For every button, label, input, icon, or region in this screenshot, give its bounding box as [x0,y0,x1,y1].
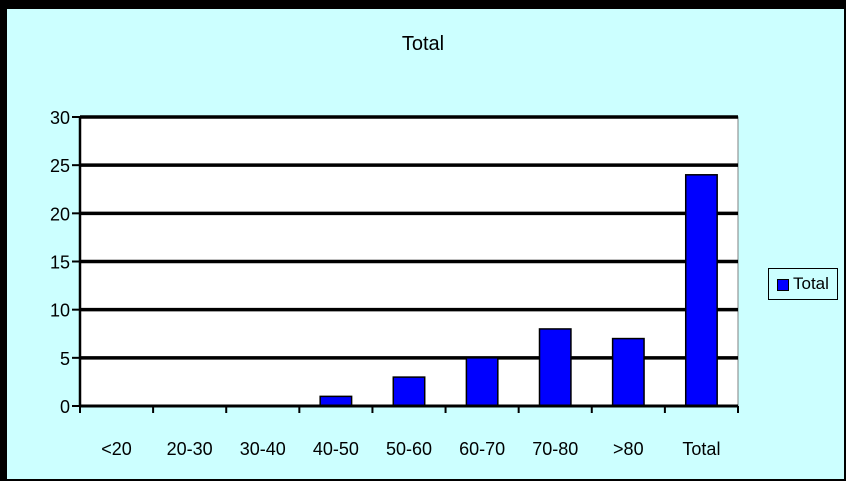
x-tick-label: 30-40 [240,439,286,459]
x-tick-label: 70-80 [532,439,578,459]
y-tick-label: 10 [50,301,70,321]
legend-label: Total [793,274,829,293]
x-tick-label: <20 [101,439,132,459]
x-tick-label: 50-60 [386,439,432,459]
x-tick-label: >80 [613,439,644,459]
legend: Total [768,268,838,300]
y-tick-label: 25 [50,156,70,176]
y-tick-label: 20 [50,204,70,224]
y-tick-label: 30 [50,108,70,128]
bar [465,357,499,407]
x-tick-label: 40-50 [313,439,359,459]
x-tick-label: Total [682,439,720,459]
legend-swatch [777,279,789,291]
bar [392,376,426,407]
x-tick-label: 60-70 [459,439,505,459]
bar [684,174,718,407]
y-tick-label: 5 [60,349,70,369]
bar [538,328,572,407]
x-tick-label: 20-30 [167,439,213,459]
y-tick-label: 0 [60,397,70,417]
y-tick-label: 15 [50,253,70,273]
chart-title: Total [401,33,445,55]
bar [611,337,645,407]
